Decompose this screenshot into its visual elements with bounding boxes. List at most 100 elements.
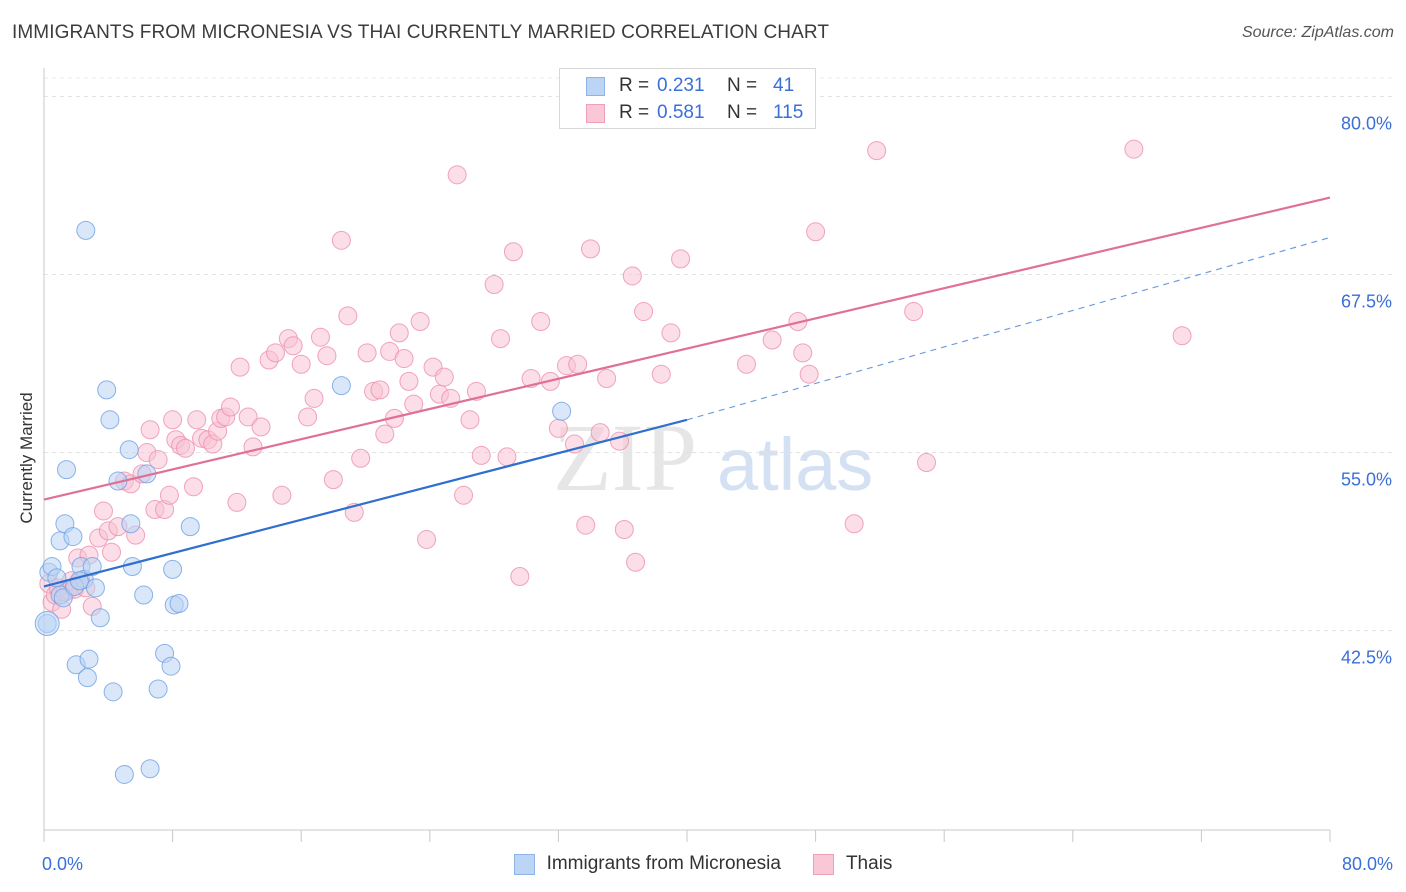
thai-point [471,445,491,465]
thai-point [793,343,813,363]
micronesia-point [331,376,351,396]
thai-point [590,423,610,443]
thai-point [503,242,523,262]
thai-point [148,450,168,470]
thai-point [634,302,654,322]
thai-point [799,364,819,384]
micronesia-point [114,764,134,784]
thai-point [576,515,596,535]
thai-point [597,368,617,388]
legend-item-thais[interactable]: Thais [812,853,892,875]
micronesia-point [180,517,200,537]
thai-point [265,343,285,363]
thai-point [497,447,517,467]
thai-point [298,407,318,427]
micronesia-point [122,557,142,577]
legend-item-micronesia[interactable]: Immigrants from Micronesia [513,853,781,875]
thai-point [310,327,330,347]
thai-point [140,420,160,440]
watermark-atlas: atlas [717,423,873,506]
thai-point [447,165,467,185]
micronesia-point [121,514,141,534]
legend-row-micronesia: R = 0.231 N = 41 [586,73,794,99]
thai-point [581,239,601,259]
series-points [34,139,1192,784]
micronesia-point [140,759,160,779]
micronesia-point [169,594,189,614]
thai-point [331,230,351,250]
legend-r-label: R = [619,102,650,123]
legend-n-label: N = [727,102,758,123]
thai-point [867,141,887,161]
thai-point [351,448,371,468]
thai-point [904,302,924,322]
thai-point [622,266,642,286]
legend-r-value: 0.581 [657,102,705,123]
thai-point [175,438,195,458]
thai-point [671,249,691,269]
micronesia-point [119,440,139,460]
thai-point [531,312,551,332]
micronesia-trendline-extension [686,236,1331,421]
legend-n-value: 115 [773,102,804,123]
trendlines [43,196,1331,588]
thai-point [762,330,782,350]
legend-swatch-thais [586,103,605,123]
thai-point [484,274,504,294]
thai-point [1124,139,1144,159]
thai-point [614,519,634,539]
legend-swatch-micronesia [513,853,535,875]
micronesia-point [76,220,96,240]
thai-point [323,470,343,490]
y-tick-label: 67.5% [1341,292,1392,312]
micronesia-point [34,610,60,636]
thai-point [220,397,240,417]
legend-swatch-thais [812,853,834,875]
thai-point [410,312,430,332]
thai-point [1172,326,1192,346]
x-tick-label-min: 0.0% [42,854,83,874]
legend-n-label: N = [727,75,758,96]
thai-point [230,357,250,377]
thai-point [317,346,337,366]
thai-point [304,388,324,408]
micronesia-point [103,682,123,702]
thai-point [651,364,671,384]
thai-point [238,407,258,427]
legend-row-thais: R = 0.581 N = 115 [586,100,803,126]
stats-legend: R = 0.231 N = 41 R = 0.581 N = 115 [559,68,816,129]
thai-point [291,354,311,374]
legend-n-value: 41 [773,75,795,96]
axes [43,68,1331,842]
micronesia-point [148,679,168,699]
thai-point [568,354,588,374]
thai-point [357,343,377,363]
micronesia-point [79,649,99,669]
chart-title: IMMIGRANTS FROM MICRONESIA VS THAI CURRE… [12,22,830,43]
thai-point [454,485,474,505]
micronesia-point [82,557,102,577]
thai-point [399,371,419,391]
source-label: Source: ZipAtlas.com [1241,24,1394,41]
x-tick-label-max: 80.0% [1342,854,1393,874]
watermark: ZIP atlas [553,404,873,511]
thai-point [521,368,541,388]
micronesia-point [552,401,572,421]
thai-point [661,323,681,343]
thai-point [389,323,409,343]
micronesia-point [57,460,77,480]
micronesia-point [90,608,110,628]
micronesia-point [97,380,117,400]
thai-point [394,349,414,369]
legend-r-value: 0.231 [657,75,705,96]
micronesia-trendline [43,418,688,588]
micronesia-point [53,588,73,608]
micronesia-point [69,571,89,591]
thai-point [183,477,203,497]
thai-point [736,354,756,374]
thai-point [548,418,568,438]
micronesia-point [163,559,183,579]
gridlines [44,77,1392,632]
y-tick-label: 80.0% [1341,113,1392,133]
